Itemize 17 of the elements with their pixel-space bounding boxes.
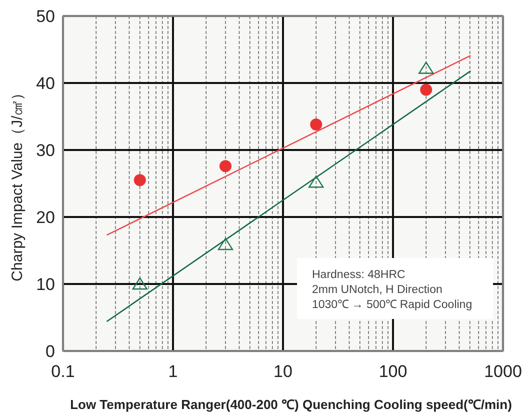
x-tick-label: 100: [378, 362, 408, 381]
x-axis-title: Low Temperature Ranger(400-200 ℃) Quenching Cooling speed(℃/min): [70, 397, 512, 412]
y-tick-label: 10: [36, 275, 55, 294]
x-tick-label: 1: [168, 362, 178, 381]
y-tick-label: 40: [36, 74, 55, 93]
y-tick-label: 20: [36, 208, 55, 227]
x-tick-label: 10: [274, 362, 292, 381]
x-tick-label: 1000: [484, 362, 522, 381]
y-axis-title: Charpy Impact Value（J/㎠）: [9, 86, 26, 282]
note-box: Hardness: 48HRC 2mm UNotch, H Direction 1030℃ → 500℃ Rapid Cooling: [297, 258, 493, 319]
y-tick-label: 30: [36, 141, 55, 160]
y-tick-label: 0: [46, 342, 55, 361]
annotation: 2mm UNotch, H Direction: [312, 284, 442, 296]
annotation: 1030℃ → 500℃ Rapid Cooling: [312, 299, 472, 311]
y-tick-label: 50: [36, 7, 55, 26]
x-tick-label: 0.1: [51, 362, 75, 381]
annotation: Hardness: 48HRC: [312, 269, 406, 281]
